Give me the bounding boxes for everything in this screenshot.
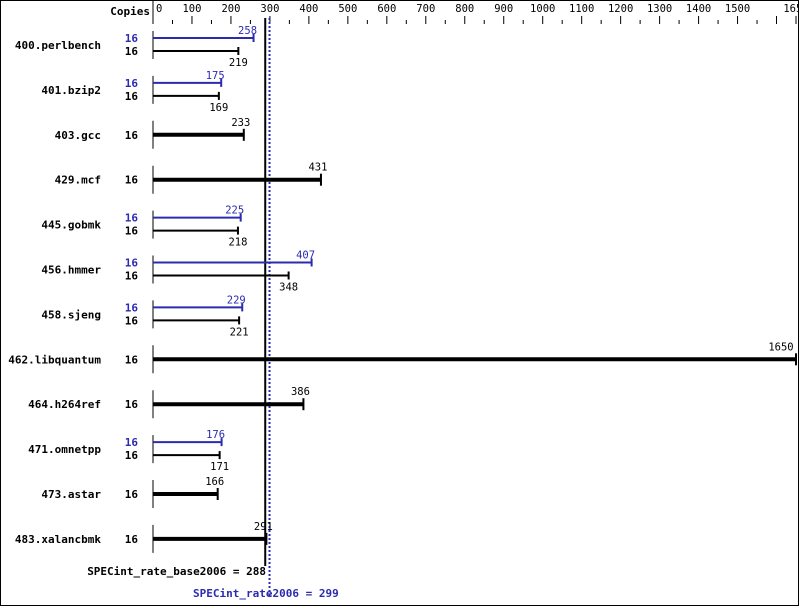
base-value-label: 386 — [291, 386, 310, 398]
base-copies: 16 — [125, 174, 139, 187]
tick-label: 800 — [455, 3, 474, 15]
tick-label: 900 — [494, 3, 513, 15]
peak-copies: 16 — [125, 77, 139, 90]
benchmark-label: 445.gobmk — [41, 219, 101, 232]
base-copies: 16 — [125, 488, 139, 501]
benchmark-label: 456.hmmer — [41, 264, 101, 277]
tick-label: 600 — [377, 3, 396, 15]
benchmark-label: 471.omnetpp — [28, 443, 101, 456]
base-copies: 16 — [125, 129, 139, 142]
base-copies: 16 — [125, 398, 139, 411]
tick-label: 1100 — [569, 3, 594, 15]
base-copies: 16 — [125, 314, 139, 327]
tick-label: 500 — [338, 3, 357, 15]
tick-label: 1200 — [608, 3, 633, 15]
base-value-label: 431 — [308, 162, 327, 174]
tick-label: 700 — [416, 3, 435, 15]
peak-copies: 16 — [125, 257, 139, 270]
base-value-label: 291 — [254, 521, 273, 533]
peak-value-label: 229 — [227, 294, 246, 306]
peak-copies: 16 — [125, 436, 139, 449]
benchmark-label: 483.xalancbmk — [15, 533, 101, 546]
tick-label: 100 — [182, 3, 201, 15]
benchmark-label: 462.libquantum — [8, 353, 101, 366]
base-copies: 16 — [125, 533, 139, 546]
benchmark-label: 429.mcf — [55, 174, 101, 187]
base-copies: 16 — [125, 45, 139, 58]
benchmark-label: 473.astar — [41, 488, 101, 501]
tick-label: 300 — [260, 3, 279, 15]
copies-header: Copies — [110, 5, 150, 18]
base-value-label: 166 — [205, 476, 224, 488]
benchmark-label: 458.sjeng — [41, 308, 101, 321]
tick-label: 1300 — [647, 3, 672, 15]
base-value-label: 218 — [228, 237, 247, 249]
benchmark-label: 403.gcc — [55, 129, 101, 142]
base-value-label: 219 — [229, 57, 248, 69]
base-copies: 16 — [125, 90, 139, 103]
base-metric-label: SPECint_rate_base2006 = 288 — [87, 565, 266, 578]
base-value-label: 348 — [279, 282, 298, 294]
benchmark-label: 401.bzip2 — [41, 84, 101, 97]
peak-copies: 16 — [125, 212, 139, 225]
tick-label: 1500 — [725, 3, 750, 15]
benchmark-label: 400.perlbench — [15, 39, 101, 52]
base-value-label: 221 — [230, 326, 249, 338]
base-copies: 16 — [125, 353, 139, 366]
base-copies: 16 — [125, 225, 139, 238]
base-copies: 16 — [125, 449, 139, 462]
peak-value-label: 176 — [206, 429, 225, 441]
tick-label: 0 — [156, 3, 162, 15]
tick-label: 1650 — [783, 3, 798, 15]
peak-value-label: 258 — [238, 25, 257, 37]
tick-label: 400 — [299, 3, 318, 15]
peak-value-label: 407 — [296, 250, 315, 262]
base-value-label: 233 — [231, 117, 250, 129]
peak-copies: 16 — [125, 32, 139, 45]
peak-copies: 16 — [125, 301, 139, 314]
tick-label: 1400 — [686, 3, 711, 15]
benchmark-label: 464.h264ref — [28, 398, 101, 411]
base-value-label: 171 — [210, 461, 229, 473]
base-value-label: 169 — [209, 102, 228, 114]
peak-value-label: 175 — [206, 70, 225, 82]
peak-metric-label: SPECint_rate2006 = 299 — [193, 587, 339, 600]
tick-label: 200 — [221, 3, 240, 15]
tick-label: 1000 — [530, 3, 555, 15]
base-copies: 16 — [125, 270, 139, 283]
peak-value-label: 225 — [225, 205, 244, 217]
base-value-label: 1650 — [768, 341, 793, 353]
